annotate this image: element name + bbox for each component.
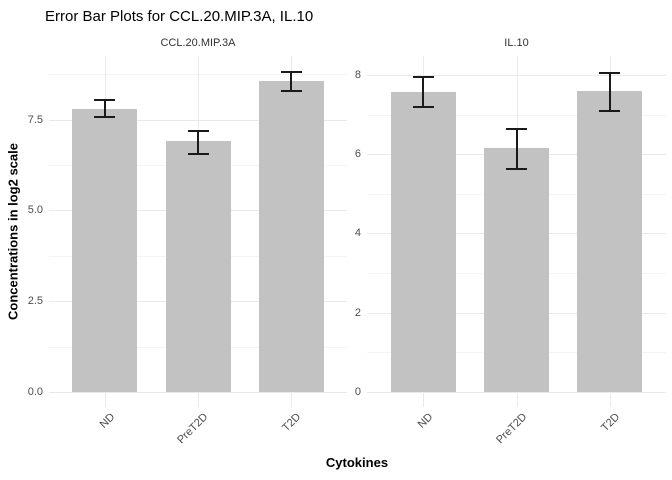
- error-bar-stem: [104, 99, 106, 117]
- gridline-major: [367, 75, 666, 76]
- y-tick-label: 7.5: [27, 114, 43, 126]
- error-bar-cap-top: [281, 71, 302, 73]
- bar: [484, 148, 549, 392]
- bar: [166, 141, 231, 392]
- bar: [577, 91, 642, 392]
- error-bar-stem: [290, 71, 292, 91]
- x-axis-title: Cytokines: [325, 455, 389, 470]
- error-bar-stem: [609, 72, 611, 111]
- bar: [72, 109, 137, 392]
- error-bar-cap-top: [188, 130, 209, 132]
- bar: [391, 92, 456, 392]
- error-bar-stem: [422, 76, 424, 107]
- y-tick-label: 2: [354, 307, 361, 319]
- error-bar-cap-bottom: [506, 168, 527, 170]
- y-tick-label: 4: [354, 227, 361, 239]
- error-bar-stem: [516, 128, 518, 169]
- error-bar-cap-bottom: [281, 90, 302, 92]
- error-bar-cap-bottom: [413, 106, 434, 108]
- x-tick-label: T2D: [599, 411, 623, 435]
- error-bar-cap-bottom: [188, 153, 209, 155]
- error-bar-cap-bottom: [94, 116, 115, 118]
- y-tick-label: 0.0: [27, 386, 43, 398]
- facet-strip-right: IL.10: [504, 37, 529, 49]
- error-bar-cap-bottom: [599, 110, 620, 112]
- y-tick-label: 8: [354, 69, 361, 81]
- y-tick-label: 2.5: [27, 295, 43, 307]
- y-tick-label: 5.0: [27, 204, 43, 216]
- y-tick-label: 6: [354, 148, 361, 160]
- error-bar-cap-top: [94, 99, 115, 101]
- plot-title: Error Bar Plots for CCL.20.MIP.3A, IL.10: [45, 8, 314, 25]
- gridline-major: [367, 392, 666, 393]
- x-tick-label: ND: [97, 411, 118, 431]
- x-tick-label: PreT2D: [175, 411, 211, 447]
- x-tick-label: T2D: [280, 411, 304, 435]
- error-bar-cap-top: [599, 72, 620, 74]
- y-tick-label: 0: [354, 386, 361, 398]
- x-tick-label: ND: [415, 411, 436, 431]
- x-tick-label: PreT2D: [493, 411, 529, 447]
- y-axis-title: Concentrations in log2 scale: [5, 143, 21, 320]
- error-bar-stem: [197, 130, 199, 154]
- error-bar-cap-top: [413, 76, 434, 78]
- facet-strip-left: CCL.20.MIP.3A: [160, 37, 236, 49]
- gridline-minor: [367, 115, 666, 116]
- bar: [259, 81, 324, 392]
- error-bar-cap-top: [506, 128, 527, 130]
